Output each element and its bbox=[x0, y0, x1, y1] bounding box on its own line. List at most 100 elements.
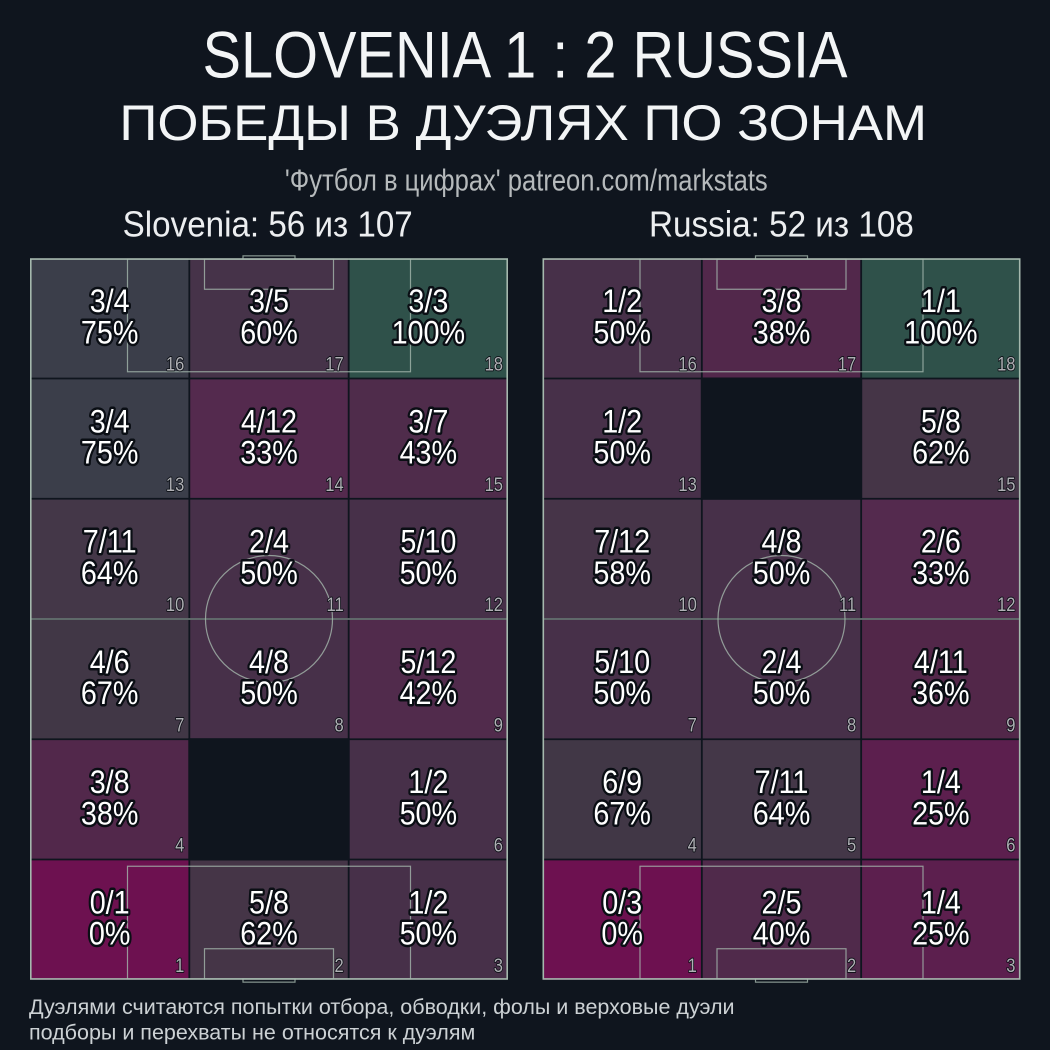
svg-text:18: 18 bbox=[485, 353, 503, 375]
svg-text:5/12: 5/12 bbox=[400, 643, 456, 680]
svg-text:Russia: 52 из 108: Russia: 52 из 108 bbox=[649, 205, 914, 244]
svg-text:33%: 33% bbox=[912, 554, 970, 591]
svg-text:2: 2 bbox=[847, 955, 856, 977]
svg-text:50%: 50% bbox=[240, 674, 298, 711]
svg-text:60%: 60% bbox=[240, 314, 298, 351]
svg-text:6/9: 6/9 bbox=[602, 763, 642, 800]
svg-text:Slovenia: 56 из 107: Slovenia: 56 из 107 bbox=[123, 205, 413, 245]
svg-text:100%: 100% bbox=[392, 314, 466, 351]
svg-text:2: 2 bbox=[334, 955, 343, 977]
svg-text:5/10: 5/10 bbox=[400, 523, 456, 560]
svg-text:5/8: 5/8 bbox=[249, 884, 289, 921]
svg-text:3/7: 3/7 bbox=[408, 403, 448, 440]
svg-text:3/4: 3/4 bbox=[90, 282, 130, 319]
svg-text:7/11: 7/11 bbox=[83, 523, 137, 560]
svg-text:50%: 50% bbox=[753, 674, 811, 711]
svg-text:62%: 62% bbox=[240, 915, 298, 952]
svg-text:4/11: 4/11 bbox=[914, 643, 968, 680]
svg-text:42%: 42% bbox=[400, 674, 458, 711]
svg-text:50%: 50% bbox=[400, 915, 458, 952]
svg-text:3: 3 bbox=[494, 955, 503, 977]
svg-text:0/1: 0/1 bbox=[90, 884, 130, 921]
svg-text:64%: 64% bbox=[753, 795, 811, 832]
svg-text:43%: 43% bbox=[400, 434, 458, 471]
svg-text:11: 11 bbox=[326, 594, 343, 616]
svg-text:18: 18 bbox=[997, 353, 1015, 375]
svg-text:7: 7 bbox=[175, 714, 184, 736]
svg-text:25%: 25% bbox=[912, 795, 970, 832]
svg-text:9: 9 bbox=[1006, 714, 1015, 736]
svg-text:4/12: 4/12 bbox=[241, 403, 297, 440]
svg-text:12: 12 bbox=[997, 594, 1015, 616]
svg-text:3/8: 3/8 bbox=[90, 763, 130, 800]
svg-text:Дуэлями считаются попытки отбо: Дуэлями считаются попытки отбора, обводк… bbox=[29, 995, 735, 1019]
svg-text:0%: 0% bbox=[601, 915, 643, 952]
svg-text:4: 4 bbox=[688, 834, 697, 856]
svg-text:0/3: 0/3 bbox=[602, 884, 642, 921]
svg-text:3/3: 3/3 bbox=[408, 282, 448, 319]
svg-text:17: 17 bbox=[838, 353, 856, 375]
svg-text:50%: 50% bbox=[240, 554, 298, 591]
svg-text:3/8: 3/8 bbox=[762, 282, 802, 319]
svg-text:1/1: 1/1 bbox=[921, 282, 961, 319]
svg-text:5/8: 5/8 bbox=[921, 403, 961, 440]
svg-text:15: 15 bbox=[997, 474, 1015, 496]
svg-text:64%: 64% bbox=[81, 554, 139, 591]
svg-text:1: 1 bbox=[688, 955, 697, 977]
svg-text:1/2: 1/2 bbox=[602, 282, 642, 319]
svg-text:58%: 58% bbox=[593, 554, 651, 591]
svg-text:50%: 50% bbox=[400, 554, 458, 591]
svg-text:16: 16 bbox=[678, 353, 696, 375]
svg-text:3/5: 3/5 bbox=[249, 282, 289, 319]
svg-text:8: 8 bbox=[847, 714, 856, 736]
svg-text:7: 7 bbox=[688, 714, 697, 736]
svg-text:62%: 62% bbox=[912, 434, 970, 471]
svg-text:2/6: 2/6 bbox=[921, 523, 961, 560]
svg-text:13: 13 bbox=[678, 474, 696, 496]
svg-text:подборы и перехваты не относят: подборы и перехваты не относятся к дуэля… bbox=[29, 1021, 475, 1045]
svg-text:12: 12 bbox=[485, 594, 503, 616]
svg-text:0%: 0% bbox=[89, 915, 131, 952]
svg-text:36%: 36% bbox=[912, 674, 970, 711]
svg-text:6: 6 bbox=[1006, 834, 1015, 856]
svg-text:50%: 50% bbox=[593, 674, 651, 711]
svg-text:38%: 38% bbox=[753, 314, 811, 351]
svg-text:50%: 50% bbox=[593, 314, 651, 351]
svg-text:14: 14 bbox=[325, 474, 343, 496]
svg-text:67%: 67% bbox=[81, 674, 139, 711]
svg-text:4/8: 4/8 bbox=[762, 523, 802, 560]
svg-text:17: 17 bbox=[325, 353, 343, 375]
svg-text:13: 13 bbox=[166, 474, 184, 496]
svg-text:1/2: 1/2 bbox=[408, 884, 448, 921]
svg-text:38%: 38% bbox=[81, 795, 139, 832]
svg-text:4/8: 4/8 bbox=[249, 643, 289, 680]
svg-text:75%: 75% bbox=[81, 434, 139, 471]
svg-text:33%: 33% bbox=[240, 434, 298, 471]
svg-text:5/10: 5/10 bbox=[594, 643, 650, 680]
svg-text:5: 5 bbox=[847, 834, 856, 856]
svg-text:2/4: 2/4 bbox=[249, 523, 289, 560]
svg-text:2/5: 2/5 bbox=[762, 884, 802, 921]
svg-text:7/12: 7/12 bbox=[594, 523, 650, 560]
svg-text:'Футбол в цифрах' patreon.com/: 'Футбол в цифрах' patreon.com/markstats bbox=[285, 163, 768, 198]
svg-text:25%: 25% bbox=[912, 915, 970, 952]
svg-text:7/11: 7/11 bbox=[755, 763, 809, 800]
svg-text:16: 16 bbox=[166, 353, 184, 375]
svg-text:1: 1 bbox=[175, 955, 184, 977]
svg-text:SLOVENIA 1 : 2 RUSSIA: SLOVENIA 1 : 2 RUSSIA bbox=[202, 19, 848, 92]
svg-text:1/2: 1/2 bbox=[408, 763, 448, 800]
svg-text:2/4: 2/4 bbox=[762, 643, 802, 680]
svg-text:75%: 75% bbox=[81, 314, 139, 351]
svg-text:40%: 40% bbox=[753, 915, 811, 952]
svg-text:4/6: 4/6 bbox=[90, 643, 130, 680]
svg-text:3/4: 3/4 bbox=[90, 403, 130, 440]
svg-text:100%: 100% bbox=[904, 314, 978, 351]
svg-text:1/4: 1/4 bbox=[921, 884, 961, 921]
svg-text:1/4: 1/4 bbox=[921, 763, 961, 800]
svg-text:8: 8 bbox=[334, 714, 343, 736]
svg-text:11: 11 bbox=[839, 594, 856, 616]
svg-text:4: 4 bbox=[175, 834, 184, 856]
svg-text:15: 15 bbox=[485, 474, 503, 496]
svg-text:3: 3 bbox=[1006, 955, 1015, 977]
svg-text:ПОБЕДЫ В ДУЭЛЯХ ПО ЗОНАМ: ПОБЕДЫ В ДУЭЛЯХ ПО ЗОНАМ bbox=[119, 94, 927, 150]
